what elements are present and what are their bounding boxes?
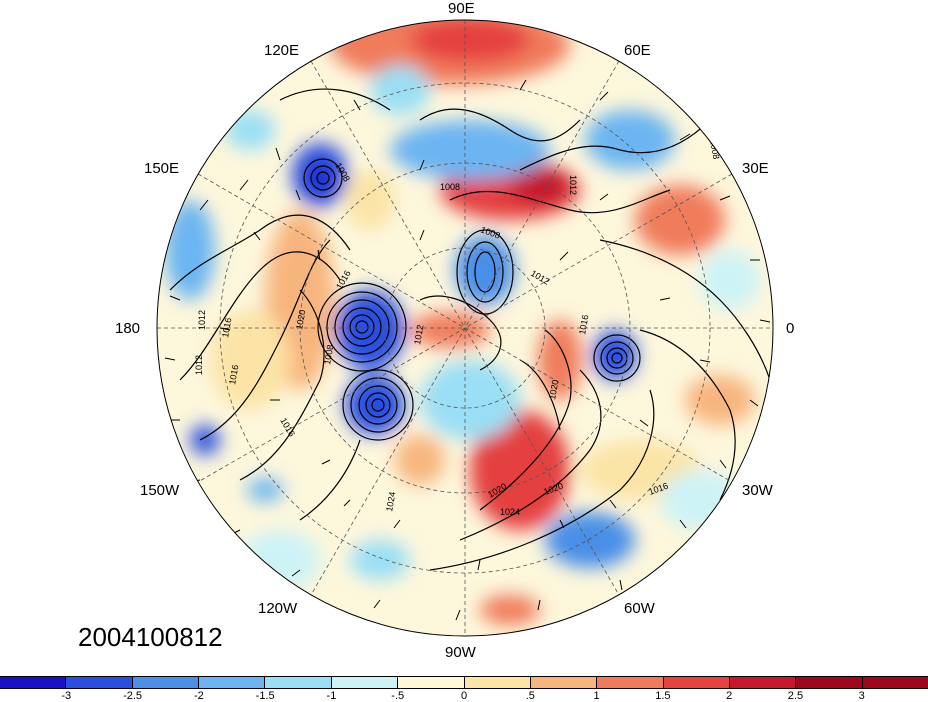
colorbar-tick-label: -.5 [391,690,405,702]
lon-label-30e: 30E [742,160,769,177]
colorbar-tick-label: 1 [593,690,600,702]
colorbar [0,676,928,689]
colorbar-tick-label: -2.5 [123,690,143,702]
colorbar-swatch [199,677,266,688]
lon-label-60w: 60W [624,600,655,617]
contour-label: 1012 [568,175,578,195]
contour-label: 1012 [194,355,204,375]
contour-label: 1020 [547,379,560,400]
colorbar-tick-label: 0 [460,690,468,702]
colorbar-swatch [796,677,863,688]
colorbar-tick-label: 2 [726,690,733,702]
lon-label-30w: 30W [742,482,773,499]
contour-label: 1008 [322,344,335,365]
colorbar-swatch [729,677,797,688]
contour-label: 1020 [294,309,307,330]
contour-label: 1024 [500,507,520,517]
colorbar-swatch [530,677,598,688]
colorbar-swatch [862,677,928,688]
colorbar-swatch [66,677,133,688]
contour-label: 1008 [440,182,460,192]
colorbar-tick-label: -3 [61,690,72,702]
colorbar-swatch [663,677,730,688]
contour-label: 1016 [220,317,233,338]
map-disc: 1008 1012 1008 1008 1012 1016 1020 1016 … [157,20,773,636]
lon-label-120w: 120W [258,600,298,617]
lon-label-90e: 90E [448,0,475,17]
wind-barbs [164,79,771,621]
colorbar-tick-label: -1.5 [255,690,275,702]
colorbar-tick-label: -2 [193,690,204,702]
lon-label-120e: 120E [264,42,300,59]
polar-stereographic-map: 1008 1012 1008 1008 1012 1016 1020 1016 … [156,19,774,637]
colorbar-tick-label: 1.5 [655,690,671,702]
colorbar-tick-label: 3 [858,690,865,702]
colorbar-tick-label: 2.5 [787,690,804,702]
lon-label-150w: 150W [140,482,180,499]
pressure-contours [169,88,771,571]
colorbar-tick-label: .5 [525,690,535,702]
colorbar-swatch [597,677,664,688]
contour-label: 1012 [412,324,425,345]
graticule [157,20,773,636]
colorbar-swatch [398,677,465,688]
lon-label-60e: 60E [624,42,651,59]
shaded-anomaly-field [165,20,760,625]
colorbar-swatch [265,677,332,688]
map-boundary [156,19,774,637]
lon-label-0: 0 [786,320,795,337]
contour-label: 1024 [384,491,397,512]
lon-label-90w: 90W [445,644,476,661]
contour-label: 1016 [227,364,240,385]
lon-label-180: 180 [115,320,141,337]
contour-label: 1012 [197,310,207,330]
colorbar-swatch [331,677,399,688]
timestamp-label: 2004100812 [78,622,223,652]
lon-label-150e: 150E [144,160,180,177]
contour-label: 1016 [577,314,590,335]
colorbar-tick-label: -1 [326,690,337,702]
colorbar-swatch [0,677,67,688]
colorbar-swatch [464,677,531,688]
colorbar-swatch [132,677,200,688]
